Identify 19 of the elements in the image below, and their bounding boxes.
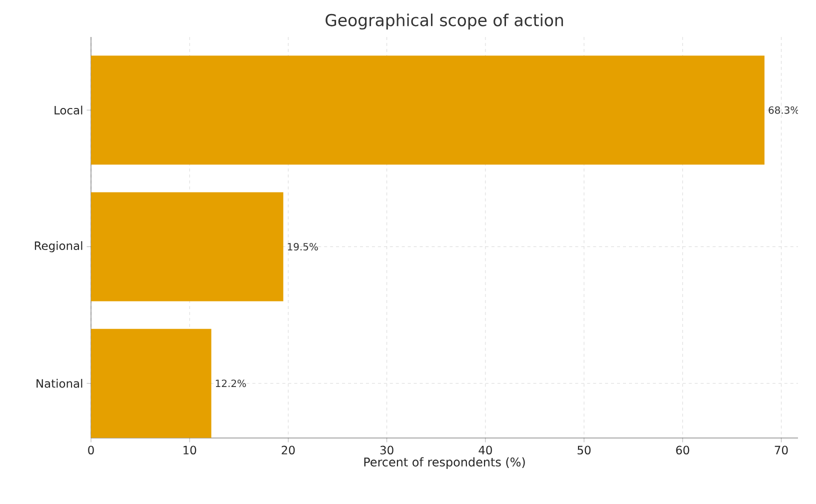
x-tick-label: 70 [774, 446, 788, 454]
x-tick-label: 50 [578, 446, 591, 454]
y-tick-label: Local [54, 106, 82, 115]
chart-title: Geographical scope of action [326, 14, 563, 30]
bar [91, 192, 284, 302]
data-label: 68.3% [768, 106, 800, 114]
x-tick-label: 40 [478, 446, 492, 454]
x-tick-label: 0 [88, 446, 94, 454]
data-label: 12.2% [216, 380, 246, 388]
x-tick-label: 60 [676, 446, 690, 454]
y-tick-label: National [36, 378, 82, 388]
data-label: 19.5% [288, 242, 318, 250]
x-tick-label: 20 [282, 446, 295, 454]
bar [91, 328, 212, 438]
x-tick-label: 30 [380, 446, 394, 454]
y-tick-label: Regional [34, 241, 82, 252]
x-tick-label: 10 [184, 446, 196, 454]
bar [91, 56, 764, 165]
x-axis-title: Percent of respondents (%) [364, 457, 525, 469]
